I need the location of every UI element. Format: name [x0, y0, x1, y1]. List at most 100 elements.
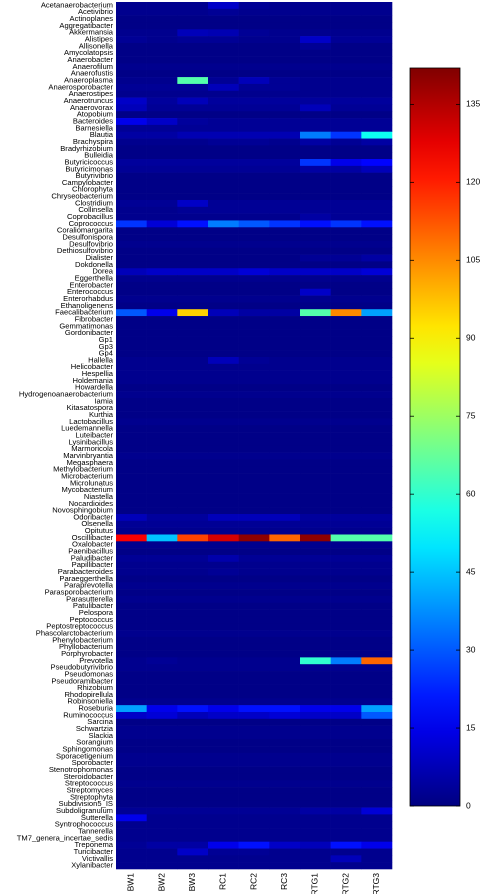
heat-cell — [330, 507, 362, 515]
heat-cell — [361, 671, 393, 679]
heat-cell — [238, 671, 270, 679]
heat-cell — [361, 595, 393, 604]
row-label: Stenotrophomonas — [49, 765, 113, 774]
heat-cell — [361, 561, 393, 569]
heat-cell — [269, 814, 301, 822]
heat-cell — [269, 561, 301, 569]
heat-cell — [269, 698, 301, 706]
heat-cell — [208, 104, 239, 112]
heat-cell — [177, 507, 209, 515]
heat-cell — [238, 834, 270, 842]
heat-cell — [361, 793, 393, 802]
heat-cell — [330, 473, 362, 481]
heat-cell — [330, 186, 362, 194]
heat-cell — [300, 616, 331, 624]
heat-cell — [146, 316, 178, 324]
heat-cell — [177, 718, 209, 726]
heat-cell — [208, 83, 239, 92]
heat-cell — [177, 609, 209, 617]
row-label: TM7_genera_incertae_sedis — [17, 833, 113, 842]
heat-cell — [208, 432, 239, 440]
heat-cell — [146, 623, 178, 631]
row-label: Desulfovibrio — [69, 239, 113, 248]
heat-cell — [146, 254, 178, 262]
heat-cell — [116, 172, 147, 180]
heat-cell — [146, 336, 178, 344]
heat-cell — [361, 807, 393, 815]
heat-cell — [177, 534, 209, 542]
heat-cell — [116, 199, 147, 208]
row-label: Eggerthella — [75, 273, 114, 282]
heat-cell — [208, 391, 239, 399]
heat-cell — [269, 473, 301, 481]
column-label: BW1 — [126, 873, 136, 892]
heat-cell — [146, 2, 178, 10]
row-label: Iamia — [94, 396, 113, 405]
heat-cell — [116, 800, 147, 808]
heat-cell — [146, 309, 178, 317]
heat-cell — [208, 63, 239, 71]
row-label: Pseudobutyrivibrio — [51, 663, 113, 672]
heat-cell — [208, 705, 239, 713]
heat-cell — [177, 691, 209, 699]
heat-cell — [116, 466, 147, 474]
heat-cell — [269, 145, 301, 153]
heat-cell — [146, 22, 178, 30]
heat-cell — [238, 650, 270, 658]
heat-cell — [208, 616, 239, 624]
heat-cell — [177, 124, 209, 133]
heat-cell — [300, 630, 331, 638]
heat-cell — [269, 609, 301, 617]
heat-cell — [208, 138, 239, 146]
column-label: RC3 — [279, 873, 289, 890]
heat-cell — [300, 814, 331, 822]
heat-cell — [146, 561, 178, 569]
heat-cell — [269, 711, 301, 720]
heat-cell — [208, 452, 239, 460]
heat-cell — [269, 2, 301, 10]
heat-cell — [361, 828, 393, 836]
heat-cell — [330, 479, 362, 488]
heat-cell — [238, 541, 270, 549]
heat-cell — [361, 479, 393, 488]
heat-cell — [177, 828, 209, 836]
row-label: Acetanaerobacterium — [41, 0, 113, 9]
row-label: Fibrobacter — [75, 314, 114, 323]
heat-cell — [361, 630, 393, 638]
heat-cell — [330, 418, 362, 426]
heat-cell — [146, 841, 178, 849]
heat-cell — [330, 111, 362, 119]
heat-cell — [116, 554, 147, 563]
heat-cell — [269, 220, 301, 228]
heat-cell — [238, 507, 270, 515]
heat-cell — [208, 131, 239, 139]
heat-cell — [177, 746, 209, 754]
heat-cell — [208, 862, 239, 870]
heat-cell — [300, 22, 331, 30]
heat-cell — [361, 657, 393, 665]
heat-cell — [361, 486, 393, 494]
heat-cell — [208, 828, 239, 836]
heat-cell — [361, 36, 393, 44]
row-label: Niastella — [84, 492, 114, 501]
heat-cell — [116, 595, 147, 604]
heat-cell — [330, 77, 362, 85]
heat-cell — [300, 220, 331, 228]
heat-cell — [361, 316, 393, 324]
heat-cell — [269, 118, 301, 126]
column-label: RTG3 — [371, 873, 381, 894]
heat-cell — [330, 70, 362, 78]
heat-cell — [116, 732, 147, 740]
row-label: Nocardioides — [69, 499, 114, 508]
row-label: Oxalobacter — [72, 540, 113, 549]
heat-cell — [116, 520, 147, 528]
heat-cell — [177, 834, 209, 842]
row-label: Turicibacter — [74, 847, 114, 856]
heat-cell — [208, 657, 239, 665]
heat-cell — [208, 254, 239, 262]
heat-cell — [300, 575, 331, 583]
heat-cell — [269, 356, 301, 365]
heat-cell — [146, 411, 178, 419]
heat-cell — [146, 520, 178, 528]
heat-cell — [269, 568, 301, 576]
